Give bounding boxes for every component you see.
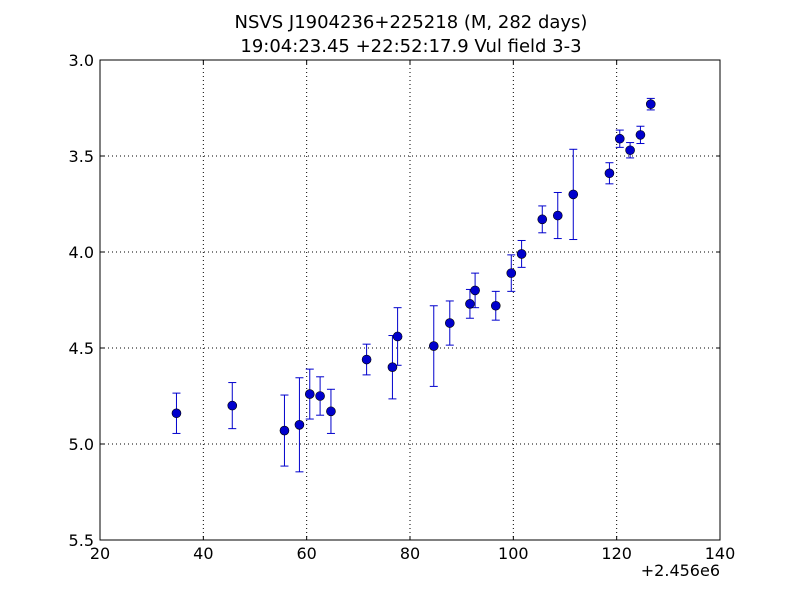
x-tick-label: 100 (498, 544, 529, 563)
data-point (470, 285, 480, 296)
data-point (326, 406, 336, 417)
data-point (537, 214, 548, 225)
y-tick-label: 3.0 (69, 51, 94, 70)
data-point (444, 318, 455, 328)
data-point (604, 168, 615, 179)
x-tick-label: 20 (90, 544, 110, 563)
data-point (552, 210, 563, 221)
y-tick-label: 3.5 (69, 147, 94, 166)
data-point (635, 130, 646, 140)
data-point (279, 425, 290, 436)
data-point (490, 300, 501, 311)
data-point (392, 331, 403, 342)
data-point (315, 391, 325, 401)
data-point (171, 408, 182, 419)
chart-title: NSVS J1904236+225218 (M, 282 days) (234, 12, 588, 33)
data-points (171, 99, 656, 436)
y-tick-label: 5.0 (69, 435, 94, 454)
data-point (568, 189, 579, 200)
y-tick-labels: 3.0 3.5 4.0 4.5 5.0 5.5 (69, 51, 94, 550)
x-tick-label: 140 (705, 544, 736, 563)
chart-subtitle: 19:04:23.45 +22:52:17.9 Vul field 3-3 (240, 36, 582, 57)
y-tick-label: 5.5 (69, 531, 94, 550)
x-tick-label: 120 (601, 544, 632, 563)
y-tick-label: 4.5 (69, 339, 94, 358)
data-point (625, 145, 635, 156)
data-point (387, 362, 398, 373)
y-tick-label: 4.0 (69, 243, 94, 262)
grid (100, 60, 720, 540)
data-point (304, 389, 315, 399)
x-tick-label: 40 (193, 544, 213, 563)
data-point (294, 419, 305, 430)
x-tick-labels: 20 40 60 80 100 120 140 (90, 544, 735, 563)
data-point (465, 299, 475, 309)
plot-frame (99, 59, 721, 541)
data-point (516, 249, 527, 259)
data-point (614, 133, 625, 144)
x-tick-label: 60 (296, 544, 316, 563)
data-point (645, 99, 656, 109)
x-tick-label: 80 (400, 544, 420, 563)
data-point (506, 268, 517, 278)
data-point (361, 354, 372, 365)
x-offset-label: +2.456e6 (641, 561, 720, 580)
error-bars (172, 97, 655, 473)
data-point (227, 400, 238, 411)
data-point (428, 341, 439, 351)
